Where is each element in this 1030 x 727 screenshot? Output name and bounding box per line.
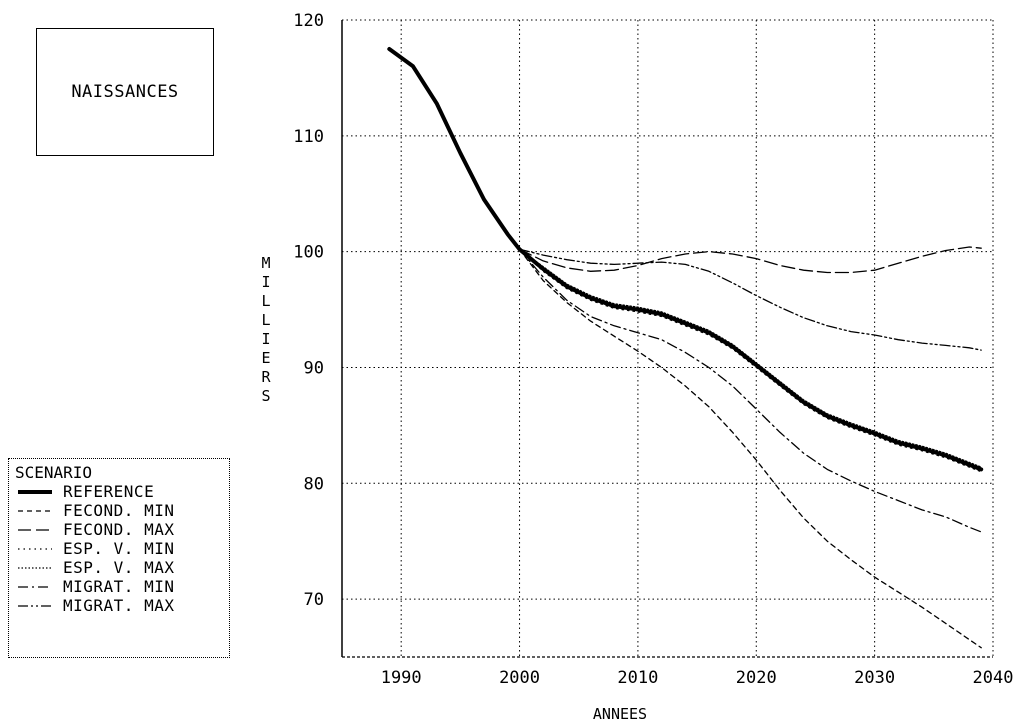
- plot-frame: [341, 19, 994, 658]
- series-line-6: [518, 248, 982, 533]
- series-lines: [387, 47, 984, 649]
- x-tick-label-2000: 2000: [499, 668, 540, 688]
- x-tick-label-2040: 2040: [973, 668, 1014, 688]
- legend-swatch: [18, 547, 52, 550]
- x-axis-title: ANNEES: [593, 705, 647, 723]
- legend-label: ESP. V. MIN: [63, 539, 175, 558]
- x-tick-label-2010: 2010: [617, 668, 658, 688]
- legend-swatch: [18, 528, 52, 531]
- y-axis-title-letter: R: [261, 368, 271, 386]
- legend-label: FECOND. MAX: [63, 520, 175, 539]
- y-tick-label-80: 80: [304, 474, 324, 494]
- legend-swatch: [18, 509, 52, 512]
- y-axis-title-letter: I: [261, 273, 270, 291]
- y-axis-title-letter: E: [261, 349, 270, 367]
- y-axis-title-letter: L: [261, 292, 270, 310]
- x-tick-label-2020: 2020: [736, 668, 777, 688]
- y-tick-label-90: 90: [304, 358, 324, 378]
- legend-label: MIGRAT. MIN: [63, 577, 175, 596]
- legend-swatch: [18, 489, 52, 494]
- x-tick-label-2030: 2030: [854, 668, 895, 688]
- legend-entry: REFERENCE: [15, 482, 223, 501]
- y-axis-title-letter: I: [261, 330, 270, 348]
- y-axis-title-letter: S: [261, 387, 270, 405]
- legend-swatch: [18, 566, 52, 569]
- legend-entry: MIGRAT. MIN: [15, 577, 223, 596]
- legend-entry: FECOND. MIN: [15, 501, 223, 520]
- legend-entry: ESP. V. MAX: [15, 558, 223, 577]
- legend-label: REFERENCE: [63, 482, 155, 501]
- y-tick-label-100: 100: [293, 243, 324, 263]
- series-line-4: [518, 248, 982, 473]
- legend-swatch: [18, 585, 52, 588]
- legend-entry: MIGRAT. MAX: [15, 596, 223, 615]
- y-tick-label-110: 110: [293, 127, 324, 147]
- legend-entry: ESP. V. MIN: [15, 539, 223, 558]
- series-line-3: [518, 246, 982, 274]
- series-line-5: [518, 248, 982, 468]
- y-axis-title-letter: M: [261, 254, 270, 272]
- x-tick-label-1990: 1990: [381, 668, 422, 688]
- chart-title-box: NAISSANCES: [36, 28, 214, 156]
- legend-swatch: [18, 604, 52, 607]
- tick-labels: 1990 2000 2010 2020 2030 2040 70 80 90 100 110 120: [293, 11, 1013, 688]
- legend-label: ESP. V. MAX: [63, 558, 175, 577]
- chart-title: NAISSANCES: [71, 82, 179, 102]
- legend-entry: FECOND. MAX: [15, 520, 223, 539]
- series-line-2: [518, 248, 982, 649]
- legend-entries: REFERENCE FECOND. MIN FECOND. MAX ESP. V. M…: [15, 482, 223, 615]
- series-line-1: [387, 47, 984, 472]
- y-tick-label-70: 70: [304, 590, 324, 610]
- legend: SCENARIO REFERENCE FECOND. MIN FECOND. MAX…: [8, 458, 230, 658]
- series-line-7: [518, 248, 982, 351]
- y-axis-title-letter: L: [261, 311, 270, 329]
- y-tick-label-120: 120: [293, 11, 324, 31]
- legend-title: SCENARIO: [15, 463, 93, 482]
- legend-label: FECOND. MIN: [63, 501, 175, 520]
- legend-label: MIGRAT. MAX: [63, 596, 175, 615]
